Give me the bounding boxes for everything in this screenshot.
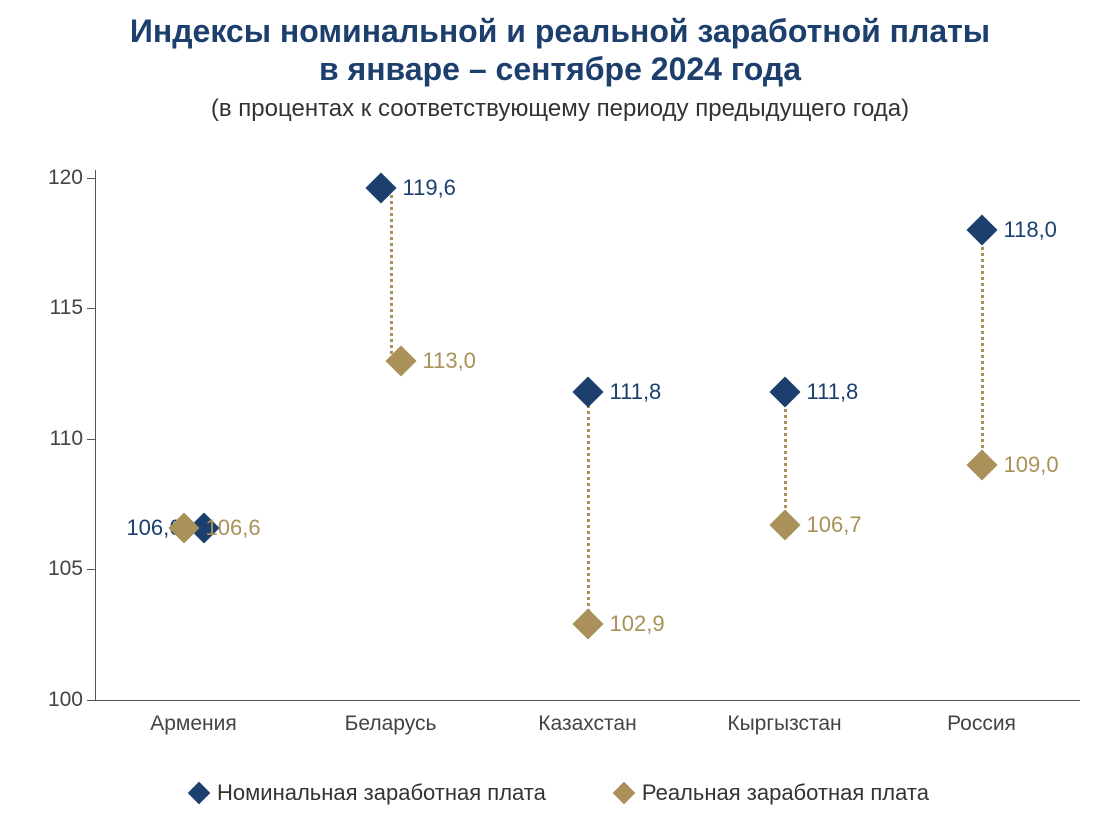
chart-title: Индексы номинальной и реальной заработно… — [40, 12, 1080, 89]
data-label: 118,0 — [1004, 217, 1057, 243]
y-tick-mark — [87, 308, 95, 309]
y-tick-mark — [87, 439, 95, 440]
connector-line — [784, 392, 787, 525]
chart-subtitle: (в процентах к соответствующему периоду … — [40, 95, 1080, 123]
data-marker — [769, 376, 800, 407]
legend-marker-icon — [188, 782, 211, 805]
plot-area: 100105110115120АрменияБеларусьКазахстанК… — [95, 170, 1080, 700]
data-label: 102,9 — [610, 611, 665, 637]
legend-item: Номинальная заработная плата — [191, 780, 546, 806]
legend-label: Реальная заработная плата — [642, 780, 929, 806]
data-marker — [769, 510, 800, 541]
x-tick-label: Казахстан — [538, 700, 636, 736]
data-marker — [572, 609, 603, 640]
x-tick-label: Беларусь — [345, 700, 437, 736]
data-label: 119,6 — [403, 175, 456, 201]
chart-container: Индексы номинальной и реальной заработно… — [0, 0, 1120, 830]
data-label: 106,6 — [206, 515, 261, 541]
x-tick-label: Россия — [947, 700, 1016, 736]
data-label: 111,8 — [807, 379, 859, 405]
connector-line — [587, 392, 590, 624]
data-label: 113,0 — [423, 348, 476, 374]
legend-marker-icon — [613, 782, 636, 805]
connector-line — [390, 188, 393, 360]
title-line-1: Индексы номинальной и реальной заработно… — [130, 13, 990, 49]
x-tick-label: Кыргызстан — [727, 700, 841, 736]
legend-item: Реальная заработная плата — [616, 780, 929, 806]
legend-label: Номинальная заработная плата — [217, 780, 546, 806]
title-line-2: в январе – сентябре 2024 года — [319, 51, 801, 87]
data-label: 111,8 — [610, 379, 662, 405]
data-label: 109,0 — [1004, 452, 1059, 478]
data-label: 106,7 — [807, 512, 862, 538]
y-axis-line — [95, 170, 96, 700]
connector-line — [981, 230, 984, 465]
legend: Номинальная заработная плата Реальная зар… — [0, 780, 1120, 806]
data-marker — [572, 376, 603, 407]
y-tick-mark — [87, 700, 95, 701]
y-tick-mark — [87, 569, 95, 570]
y-tick-mark — [87, 178, 95, 179]
data-marker — [966, 449, 997, 480]
data-marker — [966, 214, 997, 245]
x-tick-label: Армения — [150, 700, 237, 736]
